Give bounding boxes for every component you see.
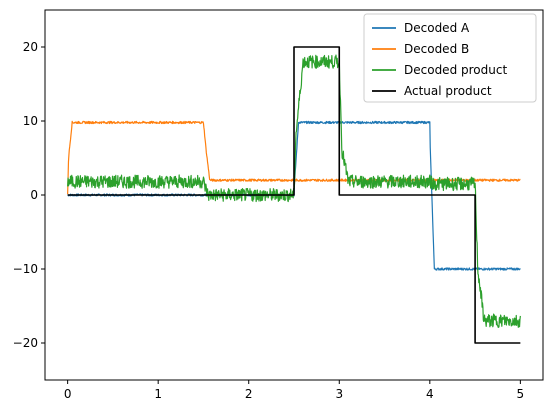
- y-tick-label: 10: [23, 114, 38, 128]
- legend-box: [363, 13, 537, 103]
- y-tick-label: −20: [13, 336, 38, 350]
- y-axis: −20 −10 0 10 20: [13, 40, 45, 350]
- legend-label-actual-product: Actual product: [404, 84, 492, 98]
- x-tick-label: 2: [245, 387, 253, 401]
- legend-label-decoded-b: Decoded B: [404, 42, 469, 56]
- x-tick-label: 4: [426, 387, 434, 401]
- legend-label-decoded-product: Decoded product: [404, 63, 507, 77]
- series-layer: [67, 46, 521, 344]
- x-tick-label: 1: [154, 387, 162, 401]
- x-tick-label: 5: [517, 387, 525, 401]
- legend-label-decoded-a: Decoded A: [404, 21, 470, 35]
- y-tick-label: 20: [23, 40, 38, 54]
- legend: Decoded A Decoded B Decoded product Actu…: [363, 13, 537, 103]
- y-tick-label: 0: [30, 188, 38, 202]
- y-tick-label: −10: [13, 262, 38, 276]
- x-axis: 0 1 2 3 4 5: [64, 380, 524, 401]
- x-tick-label: 0: [64, 387, 72, 401]
- x-tick-label: 3: [335, 387, 343, 401]
- series-line-actual-product: [67, 46, 521, 344]
